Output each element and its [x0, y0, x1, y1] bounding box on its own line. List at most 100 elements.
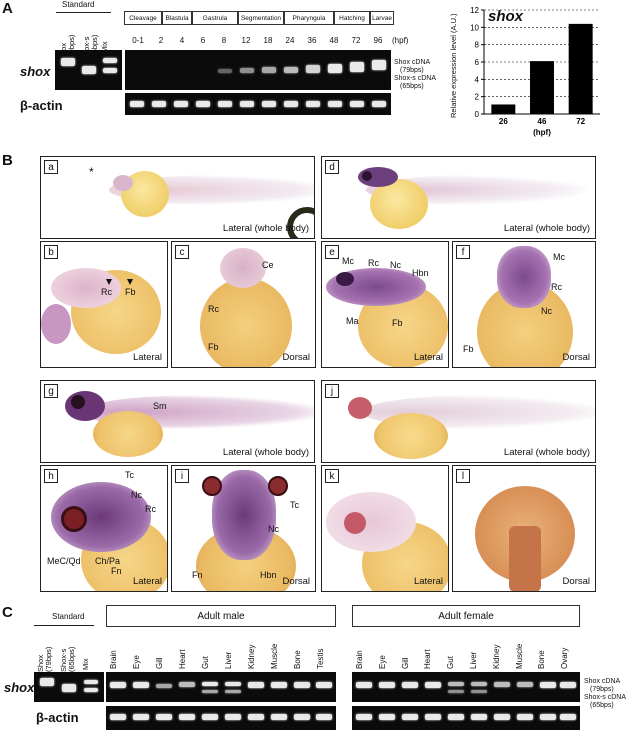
photo-b: b Rc Fb Lateral: [40, 241, 168, 368]
label-ch-pa: Ch/Pa: [95, 556, 121, 566]
band: [328, 64, 342, 73]
photo-tag-c: c: [175, 245, 189, 259]
label-fb: Fb: [463, 344, 474, 354]
tissue-label-heart: Heart: [178, 649, 187, 669]
label-ce: Ce: [262, 260, 274, 270]
band: [517, 714, 533, 720]
caption-h: Lateral: [132, 576, 162, 587]
band: [448, 714, 464, 720]
y-tick-label: 4: [475, 75, 480, 84]
label-nc: Nc: [541, 306, 552, 316]
y-tick-label: 10: [470, 23, 479, 32]
band: [379, 682, 395, 688]
hpf-18: 18: [263, 36, 273, 45]
band: [540, 682, 556, 688]
band: [152, 101, 166, 107]
c-gel-female-actin: [352, 706, 580, 730]
band: [248, 682, 264, 688]
y-tick-label: 6: [475, 58, 480, 67]
bar-46: [530, 61, 554, 114]
label-nc: Nc: [390, 260, 401, 270]
stage-hatching: Hatching: [334, 11, 370, 25]
caption-i: Dorsal: [282, 576, 310, 587]
band: [560, 714, 576, 720]
photo-j: j Lateral (whole body): [321, 380, 596, 463]
label-nc: Nc: [131, 490, 142, 500]
band: [225, 714, 241, 720]
c-std-lane-shoxs: Shox-s (65bps): [59, 646, 76, 672]
band: [110, 714, 126, 720]
band: [294, 714, 310, 720]
legend-shox-bp: (79bps): [400, 67, 424, 74]
tissue-label-liver: Liver: [469, 651, 478, 669]
label-hbn: Hbn: [412, 268, 429, 278]
c-standard-label: Standard: [52, 612, 85, 621]
band: [356, 714, 372, 720]
band: [262, 67, 276, 73]
y-tick-label: 12: [470, 6, 479, 15]
hpf-6: 6: [200, 36, 206, 45]
photo-d: d Lateral (whole body): [321, 156, 596, 239]
band: [179, 714, 195, 720]
label-tc: Tc: [290, 500, 299, 510]
band: [356, 682, 372, 688]
gene-label-shox: shox: [20, 64, 51, 79]
band: [494, 682, 510, 687]
tissue-label-gut: Gut: [446, 656, 456, 669]
header-adult-male: Adult male: [106, 605, 336, 627]
y-tick-label: 8: [475, 41, 480, 50]
c-legend-shoxs: Shox-s cDNA: [584, 694, 627, 701]
band: [316, 714, 332, 720]
band: [240, 68, 254, 73]
band: [402, 682, 418, 688]
arrow: [127, 279, 133, 285]
header-adult-female: Adult female: [352, 605, 580, 627]
caption-k: Lateral: [413, 576, 443, 587]
gel-standard-shox: [55, 50, 122, 90]
label-rc: Rc: [368, 258, 379, 268]
x-tick-label: 26: [499, 117, 508, 126]
band: [494, 714, 510, 720]
y-tick-label: 0: [475, 110, 480, 119]
band: [425, 714, 441, 720]
tissue-label-muscle: Muscle: [270, 643, 279, 669]
tissue-label-brain: Brain: [109, 650, 118, 669]
c-std-lane-shox: Shox (79bps): [36, 646, 53, 672]
band: [316, 682, 332, 688]
tissue-label-bone: Bone: [293, 650, 302, 669]
label-hbn: Hbn: [260, 570, 277, 580]
band: [202, 714, 218, 720]
x-axis-label: (hpf): [533, 128, 551, 137]
arrow: [106, 279, 112, 285]
hpf-48: 48: [329, 36, 339, 45]
tissue-label-gill: Gill: [400, 657, 410, 669]
y-tick-label: 2: [475, 93, 480, 102]
bar-72: [568, 23, 593, 114]
tissue-label-kidney: Kidney: [247, 644, 256, 669]
panel-a-letter: A: [2, 0, 13, 17]
gel-timecourse-actin: [125, 93, 391, 115]
band: [225, 690, 241, 693]
chart-ylabel: Relative expression level (A.U.): [449, 13, 458, 119]
band: [294, 682, 310, 688]
band: [156, 684, 172, 688]
x-tick-label: 46: [538, 117, 547, 126]
band: [350, 101, 364, 107]
tissue-label-testis: Testis: [316, 648, 325, 669]
band: [271, 682, 287, 688]
caption-a: Lateral (whole body): [222, 223, 309, 234]
band: [271, 714, 287, 720]
photo-k: k Lateral: [321, 465, 449, 592]
panel-c-letter: C: [2, 604, 13, 621]
standard-label: Standard: [62, 0, 95, 9]
caption-e: Lateral: [413, 352, 443, 363]
band: [196, 101, 210, 107]
x-tick-label: 72: [576, 117, 585, 126]
band: [328, 101, 342, 107]
label-tc: Tc: [125, 470, 134, 480]
tissue-label-gill: Gill: [155, 657, 164, 669]
hpf-12: 12: [241, 36, 251, 45]
tissue-label-muscle: Muscle: [514, 643, 524, 669]
band: [40, 678, 54, 686]
label-ma: Ma: [346, 316, 359, 326]
